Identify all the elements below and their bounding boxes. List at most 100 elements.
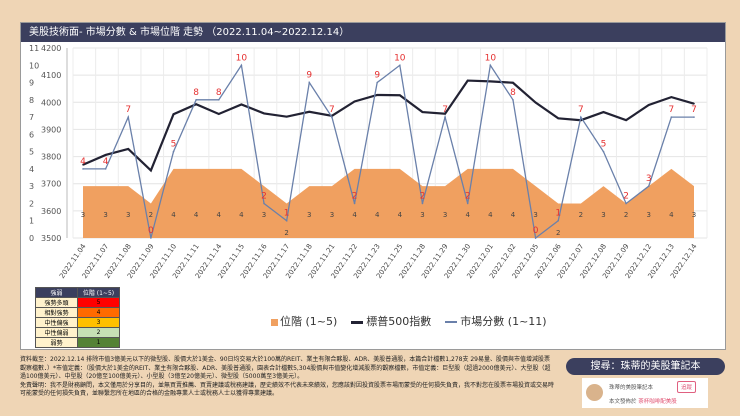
sp500-point	[444, 112, 446, 115]
sp500-point	[82, 163, 84, 166]
sp500-point	[421, 111, 424, 113]
y-left-tick: 10	[29, 61, 39, 70]
combo-chart: 0123456789101135003600370038003900400041…	[29, 44, 708, 280]
score-label: 7	[669, 105, 675, 115]
score-point	[150, 237, 152, 239]
level-label: 4	[239, 211, 244, 219]
sp500-point	[512, 81, 514, 84]
data-note: 資料截至：2022.12.14 排除市值3億美元以下的微型股、股價大於1美金、9…	[20, 356, 551, 380]
level-label: 3	[692, 211, 696, 219]
y-left-tick: 2	[29, 199, 34, 208]
score-point	[534, 237, 537, 239]
score-point	[399, 64, 401, 67]
y-right-tick: 3600	[41, 207, 61, 216]
y-right-tick: 3700	[41, 180, 61, 189]
sp500-point	[285, 115, 288, 118]
search-banner: 搜尋：珠蒂的美股筆記本	[566, 358, 725, 375]
y-left-tick: 5	[29, 148, 34, 157]
score-point	[331, 116, 333, 118]
level-label: 3	[533, 211, 537, 219]
level-label: 4	[375, 211, 380, 219]
level-label: 中性偏強	[35, 317, 78, 328]
level-label: 4	[217, 211, 222, 219]
level-label: 3	[601, 211, 605, 219]
legend-item-score: 市場分數 (1~11)	[445, 313, 547, 329]
chart-panel: 美股技術面- 市場分數 & 市場位階 走勢 （2022.11.04~2022.1…	[20, 22, 726, 350]
sp500-point	[172, 113, 175, 116]
sp500-point	[625, 119, 627, 121]
score-point	[217, 99, 220, 101]
sp500-point	[263, 112, 265, 115]
disclaimer: 免責聲明：我不是財務顧問，本文僅用於分享目的，並無買賣推薦、買賣建議或稅務建議，…	[20, 381, 555, 398]
score-label: 10	[485, 53, 497, 63]
score-label: 2	[261, 191, 267, 201]
level-value: 2	[77, 327, 120, 338]
y-right-tick: 3800	[41, 153, 61, 162]
sp500-point	[534, 101, 537, 104]
score-point	[444, 116, 446, 118]
level-value: 4	[77, 307, 120, 318]
y-right-tick: 4100	[41, 71, 61, 80]
score-point	[285, 219, 288, 222]
sp500-point	[693, 102, 695, 105]
publication-link[interactable]: 茶杯咖啡配美股	[638, 399, 677, 405]
sp500-point	[308, 110, 311, 113]
y-left-tick: 8	[29, 96, 34, 105]
level-label: 3	[647, 211, 651, 219]
level-label: 弱勢	[35, 337, 78, 348]
avatar	[586, 384, 603, 401]
y-right-tick: 4200	[41, 44, 61, 53]
level-label: 4	[352, 211, 357, 219]
author-card[interactable]: 珠蒂的美股筆記本 追蹤 本文發佈於 茶杯咖啡配美股	[582, 378, 708, 408]
score-label: 7	[125, 105, 131, 115]
level-label: 3	[81, 211, 85, 219]
score-point	[127, 116, 130, 118]
sp500-point	[489, 80, 492, 83]
follow-button[interactable]: 追蹤	[677, 381, 697, 393]
score-label: 7	[329, 105, 335, 115]
score-point	[376, 81, 378, 84]
header-strength: 強弱	[35, 287, 78, 298]
score-point	[172, 150, 175, 153]
score-label: 1	[284, 209, 290, 219]
score-point	[195, 99, 197, 101]
score-label: 9	[306, 71, 312, 81]
sp500-point	[670, 96, 673, 98]
y-left-tick: 0	[29, 234, 34, 243]
score-label: 8	[193, 88, 199, 98]
score-label: 10	[394, 53, 406, 63]
score-point	[512, 99, 514, 101]
score-point	[602, 150, 605, 153]
sp500-point	[240, 103, 243, 106]
level-label: 2	[284, 229, 288, 237]
score-line	[83, 63, 694, 240]
level-label: 4	[488, 211, 493, 219]
legend-item-sp500: 標普500指數	[351, 313, 431, 329]
score-label: 4	[80, 157, 86, 167]
chart-legend: 位階 (1~5) 標普500指數 市場分數 (1~11)	[271, 313, 547, 329]
level-label: 2	[556, 229, 560, 237]
score-label: 5	[601, 140, 607, 150]
score-point	[557, 219, 560, 222]
level-label: 3	[443, 211, 447, 219]
y-left-tick: 11	[29, 44, 39, 53]
score-point	[670, 116, 673, 118]
level-value: 5	[77, 297, 120, 308]
y-left-tick: 1	[29, 217, 34, 226]
level-label: 4	[511, 211, 516, 219]
score-point	[308, 81, 311, 84]
level-label: 3	[103, 211, 107, 219]
y-left-tick: 3	[29, 182, 34, 191]
score-label: 5	[171, 140, 177, 150]
sp500-point	[466, 79, 469, 82]
score-label: 8	[510, 88, 516, 98]
score-label: 0	[533, 226, 539, 236]
level-label: 2	[579, 211, 583, 219]
y-left-tick: 9	[29, 79, 34, 88]
level-label: 3	[307, 211, 311, 219]
sp500-line	[82, 79, 695, 173]
score-point	[82, 168, 84, 170]
score-label: 2	[465, 191, 471, 201]
level-label: 3	[420, 211, 424, 219]
score-point	[625, 202, 627, 205]
